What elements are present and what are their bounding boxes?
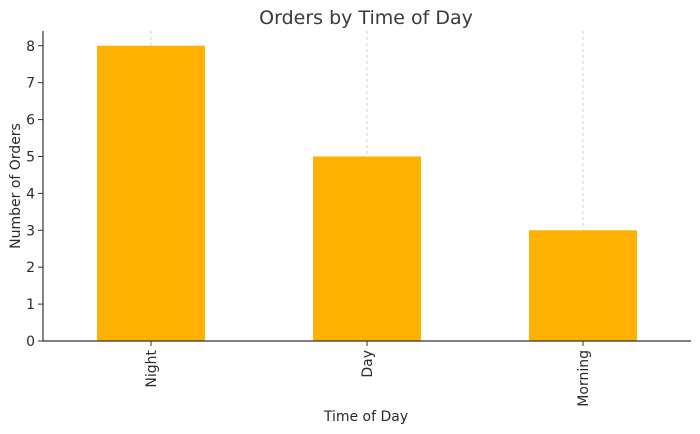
x-tick-label-day: Day <box>360 350 376 378</box>
x-axis: Night Day Morning <box>43 340 691 407</box>
x-axis-label: Time of Day <box>323 409 408 425</box>
bars-layer <box>97 45 637 342</box>
y-tick-label-6: 6 <box>26 113 35 129</box>
x-tick-label-night: Night <box>144 350 160 388</box>
y-tick-label-7: 7 <box>26 76 35 92</box>
y-tick-label-1: 1 <box>26 297 35 313</box>
y-tick-label-2: 2 <box>26 260 35 276</box>
y-tick-label-0: 0 <box>26 334 35 350</box>
y-tick-label-8: 8 <box>26 39 35 55</box>
x-tick-label-morning: Morning <box>576 350 592 407</box>
y-axis-label: Number of Orders <box>8 123 24 249</box>
bar-morning <box>529 230 637 341</box>
y-axis: 0 1 2 3 4 5 6 7 8 <box>26 31 44 350</box>
y-tick-label-3: 3 <box>26 223 35 239</box>
bar-night <box>97 45 205 342</box>
bar-day <box>313 156 421 341</box>
y-tick-label-5: 5 <box>26 149 35 165</box>
chart-title: Orders by Time of Day <box>259 7 473 29</box>
y-tick-label-4: 4 <box>26 186 35 202</box>
